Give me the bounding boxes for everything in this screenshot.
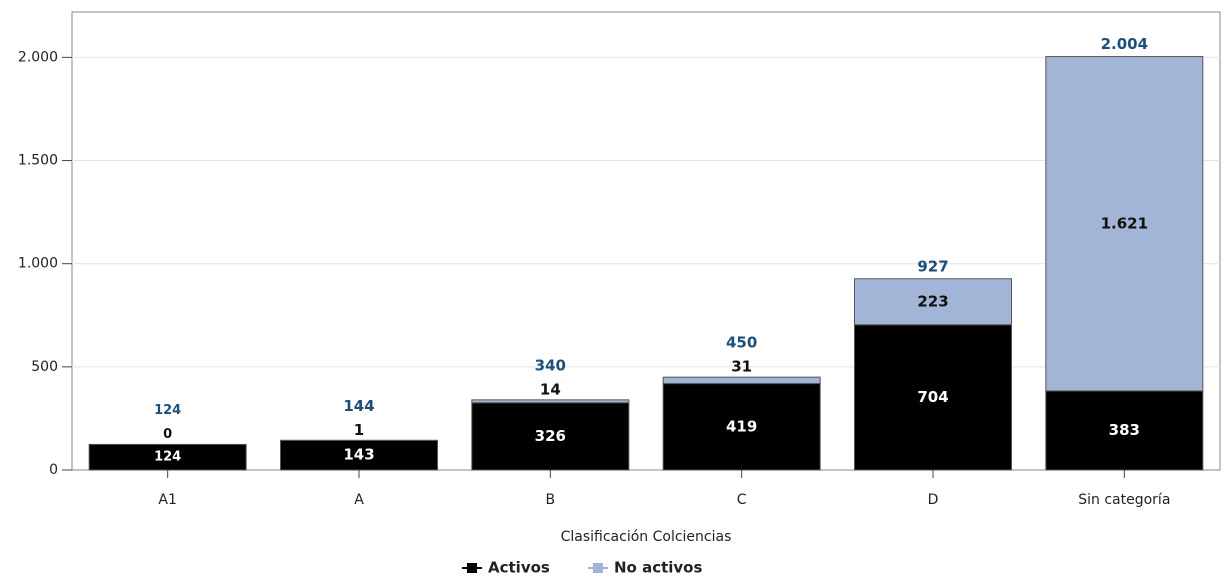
data-label: 704 (917, 388, 948, 406)
y-tick-label: 2.000 (18, 49, 58, 65)
y-tick-label: 0 (49, 462, 58, 478)
y-tick-label: 1.500 (18, 153, 58, 169)
data-label: 143 (343, 446, 374, 464)
bar-segment (663, 377, 820, 383)
data-label: 419 (726, 417, 757, 435)
bar-segment (472, 400, 629, 403)
total-label: 124 (154, 403, 181, 418)
total-label: 2.004 (1101, 35, 1148, 53)
x-axis-title: Clasificación Colciencias (561, 529, 732, 545)
data-label: 223 (917, 292, 948, 310)
data-label: 1.621 (1101, 214, 1148, 232)
legend-label: No activos (614, 559, 702, 577)
x-tick-label: D (928, 492, 939, 508)
x-tick-label: A1 (158, 492, 176, 508)
x-tick-label: Sin categoría (1078, 492, 1170, 508)
legend-swatch (467, 563, 477, 573)
total-label: 144 (343, 397, 374, 415)
data-label: 1 (354, 421, 364, 439)
data-label: 124 (154, 450, 181, 465)
y-tick-label: 500 (31, 359, 58, 375)
x-tick-label: B (546, 492, 556, 508)
y-tick-label: 1.000 (18, 256, 58, 272)
legend-swatch (593, 563, 603, 573)
data-label: 0 (163, 427, 172, 442)
data-label: 14 (540, 380, 561, 398)
total-label: 340 (535, 356, 566, 374)
total-label: 927 (917, 257, 948, 275)
total-label: 450 (726, 334, 757, 352)
data-label: 383 (1109, 421, 1140, 439)
data-label: 326 (535, 427, 566, 445)
x-tick-label: C (737, 492, 747, 508)
data-label: 31 (731, 358, 752, 376)
legend-label: Activos (488, 559, 550, 577)
x-tick-label: A (354, 492, 364, 508)
